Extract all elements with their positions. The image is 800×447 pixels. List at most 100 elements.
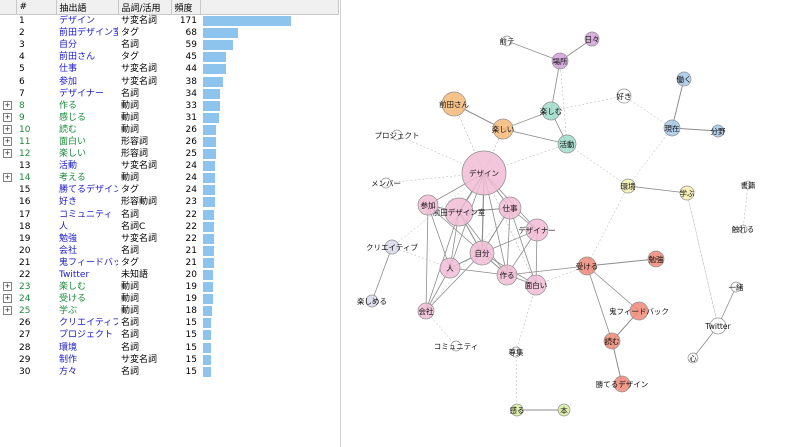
- table-row[interactable]: 16 好き 形容動詞 23: [0, 196, 338, 208]
- expand-cell[interactable]: +: [0, 281, 16, 293]
- table-row[interactable]: +14 考える 動詞 24: [0, 172, 338, 184]
- pos-column-header[interactable]: 品詞/活用: [118, 0, 172, 15]
- network-node-label: 前田さん: [439, 99, 469, 109]
- network-node[interactable]: 受ける: [576, 256, 599, 276]
- network-node[interactable]: デザイナー: [518, 218, 556, 242]
- expand-plus-icon[interactable]: +: [3, 173, 12, 183]
- expand-plus-icon[interactable]: +: [3, 149, 12, 159]
- expand-plus-icon[interactable]: +: [3, 100, 12, 110]
- network-node-label: 感る: [510, 405, 525, 415]
- table-row[interactable]: 29 制作 サ変名詞 15: [0, 354, 338, 366]
- network-node[interactable]: 尊集: [509, 346, 524, 358]
- network-node[interactable]: 心: [687, 352, 699, 364]
- table-row[interactable]: 20 会社 名詞 21: [0, 245, 338, 257]
- network-node[interactable]: プロジェクト: [375, 129, 420, 141]
- network-node[interactable]: 前田デザイン室: [433, 197, 486, 227]
- table-row[interactable]: 26 クリエイティブ 名詞 15: [0, 317, 338, 329]
- network-node[interactable]: 分野: [711, 124, 726, 138]
- network-node[interactable]: 面白い: [525, 274, 548, 296]
- network-node[interactable]: Twitter: [704, 317, 731, 335]
- network-node[interactable]: 日々: [585, 31, 600, 47]
- network-node[interactable]: 学ぶ: [680, 185, 695, 201]
- network-node[interactable]: 現在: [663, 119, 681, 137]
- number-column-header[interactable]: #: [16, 0, 57, 15]
- network-node[interactable]: 楽しむ: [540, 101, 563, 121]
- table-row[interactable]: 19 勉強 サ変名詞 22: [0, 233, 338, 245]
- network-node[interactable]: 会社: [417, 302, 435, 320]
- expand-cell[interactable]: +: [0, 136, 16, 148]
- expand-plus-icon[interactable]: +: [3, 282, 12, 292]
- table-row[interactable]: 21 鬼フィードバックタグ 21: [0, 257, 338, 269]
- network-node[interactable]: 人: [439, 257, 461, 279]
- network-node[interactable]: クリエイティブ: [366, 239, 418, 255]
- network-node[interactable]: 勉強: [647, 250, 665, 268]
- row-pos: 動詞: [121, 124, 140, 135]
- expand-plus-icon[interactable]: +: [3, 306, 12, 316]
- network-node[interactable]: 読む: [603, 332, 621, 350]
- table-row[interactable]: +12 楽しい 形容詞 25: [0, 148, 338, 160]
- expand-cell[interactable]: +: [0, 172, 16, 184]
- network-node[interactable]: 書籍: [741, 180, 756, 190]
- expand-cell[interactable]: +: [0, 305, 16, 317]
- network-node[interactable]: 楽しい: [492, 118, 515, 140]
- network-node[interactable]: 働く: [677, 71, 692, 87]
- network-node[interactable]: 触れる: [732, 224, 755, 234]
- network-node[interactable]: 好き: [617, 88, 632, 104]
- word-column-header[interactable]: 抽出語: [56, 0, 119, 15]
- network-node[interactable]: 自分: [469, 240, 495, 266]
- frequency-bar: [203, 136, 216, 147]
- network-node[interactable]: デザイン: [461, 150, 507, 196]
- table-row[interactable]: 22 Twitter 未知語 20: [0, 269, 338, 281]
- network-node[interactable]: 場所: [551, 52, 569, 70]
- network-node[interactable]: 勝てるデザイン: [596, 375, 649, 393]
- expand-cell[interactable]: +: [0, 124, 16, 136]
- network-node[interactable]: 鬼フィードバック: [609, 301, 669, 321]
- network-node-label: 触れる: [732, 224, 755, 234]
- table-row[interactable]: 15 勝てるデザイン タグ 24: [0, 184, 338, 196]
- expand-plus-icon[interactable]: +: [3, 136, 12, 146]
- network-node[interactable]: 前田さん: [439, 91, 469, 117]
- table-row[interactable]: 6 参加 サ変名詞 38: [0, 75, 338, 87]
- network-node[interactable]: 感る: [510, 403, 525, 417]
- table-row[interactable]: 7 デザイナー 名詞 34: [0, 88, 338, 100]
- table-row[interactable]: 1 デザイン サ変名詞 171: [0, 15, 338, 28]
- expand-plus-icon[interactable]: +: [3, 124, 12, 134]
- expand-cell[interactable]: +: [0, 112, 16, 124]
- network-node[interactable]: 前テ: [500, 35, 515, 47]
- table-row[interactable]: +24 受ける 動詞 19: [0, 293, 338, 305]
- network-node[interactable]: 楽しめる: [357, 294, 387, 308]
- row-frequency: 15: [185, 342, 197, 353]
- table-row[interactable]: 27 プロジェクト 名詞 15: [0, 329, 338, 341]
- network-node[interactable]: 活動: [557, 134, 577, 154]
- table-row[interactable]: 5 仕事 サ変名詞 44: [0, 63, 338, 75]
- network-node[interactable]: 一緒: [729, 281, 744, 293]
- expand-plus-icon[interactable]: +: [3, 294, 12, 304]
- table-row[interactable]: 18 人 名詞C 22: [0, 221, 338, 233]
- table-row[interactable]: +23 楽しむ 動詞 19: [0, 281, 338, 293]
- network-node[interactable]: 本: [557, 403, 571, 417]
- expand-cell[interactable]: +: [0, 100, 16, 112]
- table-row[interactable]: +25 学ぶ 動詞 18: [0, 305, 338, 317]
- table-row[interactable]: 28 環境 名詞 15: [0, 342, 338, 354]
- expand-cell[interactable]: +: [0, 148, 16, 160]
- table-row[interactable]: 4 前田さん タグ 45: [0, 51, 338, 63]
- table-row[interactable]: 3 自分 名詞 59: [0, 39, 338, 51]
- network-node-circle: [384, 239, 400, 255]
- table-row[interactable]: +11 面白い 形容詞 26: [0, 136, 338, 148]
- table-row[interactable]: 13 活動 サ変名詞 24: [0, 160, 338, 172]
- network-node[interactable]: 仕事: [498, 196, 522, 220]
- table-row[interactable]: +8 作る 動詞 33: [0, 100, 338, 112]
- table-row[interactable]: 17 コミュニティ 名詞 22: [0, 209, 338, 221]
- table-row[interactable]: 30 方々 名詞 15: [0, 366, 338, 378]
- table-row[interactable]: +9 感じる 動詞 31: [0, 112, 338, 124]
- network-node[interactable]: 作る: [496, 264, 518, 286]
- network-node[interactable]: コミュニティ: [434, 340, 479, 352]
- network-node[interactable]: 参加: [417, 194, 439, 216]
- network-node[interactable]: メンバー: [371, 177, 401, 189]
- frequency-column-header[interactable]: 頻度: [171, 0, 201, 15]
- network-node[interactable]: 環境: [621, 178, 636, 194]
- table-row[interactable]: +10 読む 動詞 26: [0, 124, 338, 136]
- expand-plus-icon[interactable]: +: [3, 112, 12, 122]
- expand-cell[interactable]: +: [0, 293, 16, 305]
- table-row[interactable]: 2 前田デザイン室 タグ 68: [0, 27, 338, 39]
